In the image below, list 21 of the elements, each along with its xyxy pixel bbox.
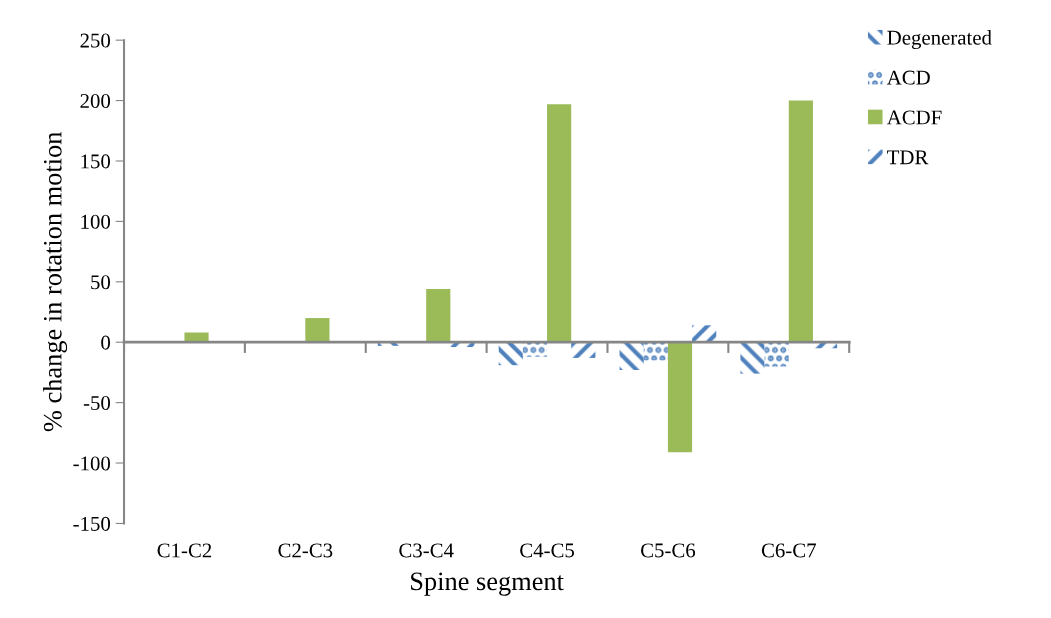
y-tick-label: -50 bbox=[83, 396, 111, 411]
x-tick-label: C1-C2 bbox=[157, 543, 212, 558]
legend-label: ACD bbox=[886, 70, 930, 85]
legend-label: Degenerated bbox=[887, 30, 992, 49]
x-tick-label: C6-C7 bbox=[761, 543, 816, 558]
x-tick-label: C4-C5 bbox=[520, 543, 575, 558]
y-tick-label: 250 bbox=[80, 33, 111, 48]
y-tick-label: -150 bbox=[73, 516, 111, 531]
y-tick-label: 100 bbox=[81, 214, 111, 229]
y-axis-title: % change in rotation motion bbox=[43, 131, 68, 432]
legend-label: ACDF bbox=[886, 110, 942, 125]
x-tick-label: C2-C3 bbox=[278, 543, 333, 558]
y-tick-label: 200 bbox=[80, 93, 111, 109]
y-tick-label: 50 bbox=[91, 275, 111, 290]
x-tick-label: C3-C4 bbox=[399, 543, 454, 558]
y-tick-label: -100 bbox=[73, 456, 111, 471]
x-tick-label: C5-C6 bbox=[640, 543, 696, 558]
legend-label: TDR bbox=[887, 150, 929, 165]
y-tick-label: 150 bbox=[81, 154, 111, 169]
x-axis-title: Spine segment bbox=[411, 572, 564, 596]
y-tick-label: 0 bbox=[101, 335, 111, 350]
